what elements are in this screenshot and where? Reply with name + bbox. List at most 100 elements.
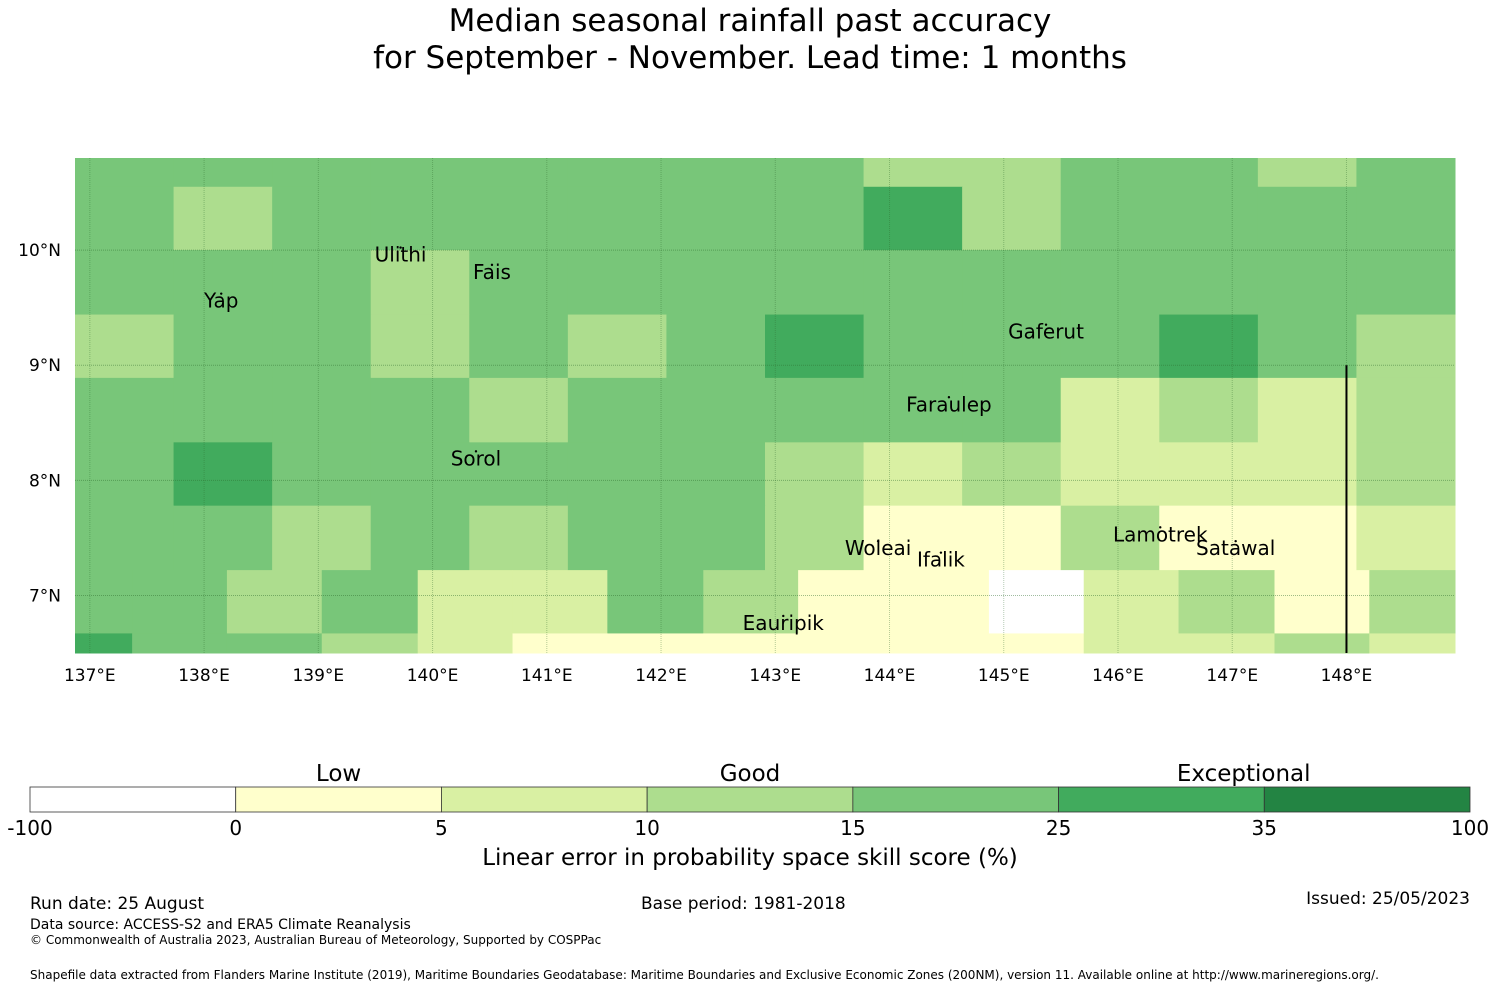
island-marker — [399, 246, 402, 249]
skill-cell — [1159, 250, 1259, 316]
island-marker — [474, 450, 478, 453]
place-label: Yap — [203, 289, 238, 313]
skill-cell — [863, 314, 963, 379]
skill-cell — [417, 570, 514, 634]
longitude-tick-label: 140°E — [407, 666, 459, 686]
skill-cell — [272, 186, 372, 251]
longitude-tick-label: 141°E — [521, 666, 573, 686]
place-label: Ifalik — [917, 548, 965, 572]
skill-cell — [1356, 442, 1456, 507]
skill-cell — [988, 633, 1085, 654]
colorbar-category-labels: Low Good Exceptional — [316, 761, 1311, 787]
skill-cell — [132, 570, 228, 634]
skill-cell — [567, 158, 667, 188]
colorbar-category-label: Good — [720, 761, 781, 787]
skill-cell — [469, 314, 569, 379]
skill-cell — [173, 186, 273, 251]
skill-cell — [863, 250, 963, 316]
skill-grid-cells — [75, 158, 1456, 654]
colorbar-canvas: Low Good Exceptional -100 0 5 10 15 25 35 100 — [7, 761, 1489, 840]
skill-cell — [798, 633, 894, 654]
island-marker — [490, 263, 494, 267]
skill-cell — [765, 250, 865, 316]
skill-cell — [1356, 505, 1456, 571]
skill-cell — [666, 442, 766, 507]
longitude-tick-label: 138°E — [178, 666, 230, 686]
skill-cell — [272, 442, 372, 507]
skill-cell — [765, 314, 865, 379]
skill-cell — [272, 314, 372, 379]
place-label: Lamotrek — [1113, 522, 1208, 546]
skill-cell — [1356, 186, 1456, 251]
skill-cell — [173, 377, 273, 443]
skill-cell — [765, 186, 865, 251]
skill-cell — [666, 158, 766, 188]
island-marker — [939, 551, 943, 554]
skill-cell — [370, 250, 470, 316]
colorbar-tick-labels: -100 0 5 10 15 25 35 100 — [7, 816, 1489, 840]
longitude-tick-label: 146°E — [1092, 666, 1144, 686]
skill-cell — [962, 158, 1062, 188]
longitude-tick-label: 144°E — [864, 666, 916, 686]
island-marker — [947, 396, 951, 399]
place-label: Faraulep — [906, 392, 992, 416]
skill-cell — [1060, 442, 1160, 507]
skill-cell — [567, 442, 667, 507]
colorbar-tick-label: 25 — [1046, 816, 1071, 840]
latitude-tick-label: 10°N — [18, 241, 61, 261]
longitude-tick-label: 143°E — [749, 666, 801, 686]
skill-cell — [765, 442, 865, 507]
skill-cell — [703, 570, 799, 634]
skill-cell — [173, 250, 273, 316]
colorbar-tick-label: 35 — [1252, 816, 1277, 840]
latitude-tick-label: 7°N — [29, 586, 61, 606]
place-labels: Yap Ulithi Fais Gaferut Faraulep Sorol Woleai I… — [203, 243, 1275, 635]
island-marker — [1159, 526, 1162, 529]
skill-cell — [1257, 158, 1357, 188]
colorbar-swatch — [1263, 786, 1471, 813]
island-marker — [782, 614, 785, 618]
latitude-tick-label: 8°N — [29, 471, 61, 491]
skill-cell — [1356, 250, 1456, 316]
place-label: Sorol — [451, 446, 502, 470]
skill-cell — [666, 505, 766, 571]
longitude-tick-label: 148°E — [1321, 666, 1373, 686]
colorbar-swatch — [29, 786, 237, 813]
skill-cell — [567, 186, 667, 251]
skill-cell — [75, 314, 175, 379]
skill-cell — [1369, 633, 1456, 654]
latitude-tick-label: 9°N — [29, 356, 61, 376]
place-label: Woleai — [845, 536, 912, 560]
shapefile-credit: Shapefile data extracted from Flanders M… — [30, 968, 1379, 982]
longitude-tick-label: 139°E — [292, 666, 344, 686]
colorbar-category-label: Low — [316, 761, 361, 787]
issued-date: Issued: 25/05/2023 — [1306, 889, 1470, 909]
skill-cell — [798, 570, 894, 634]
island-marker — [1044, 323, 1048, 326]
colorbar-category-label: Exceptional — [1177, 761, 1311, 787]
skill-cell — [765, 377, 865, 443]
skill-cell — [173, 442, 273, 507]
skill-cell — [75, 250, 175, 316]
skill-cell — [1159, 186, 1259, 251]
skill-cell — [75, 158, 175, 188]
copyright-notice: © Commonwealth of Australia 2023, Austra… — [30, 933, 602, 947]
skill-cell — [469, 158, 569, 188]
skill-cell — [666, 250, 766, 316]
skill-cell — [1060, 314, 1160, 379]
skill-cell — [863, 377, 963, 443]
skill-cell — [272, 158, 372, 188]
skill-cell — [321, 633, 419, 654]
skill-cell — [370, 314, 470, 379]
skill-cell — [765, 158, 865, 188]
place-label: Fais — [473, 260, 511, 284]
skill-cell — [370, 186, 470, 251]
chart-title-line-1: Median seasonal rainfall past accuracy — [448, 3, 1052, 39]
skill-cell — [765, 505, 865, 571]
skill-cell — [1369, 570, 1456, 634]
skill-cell — [962, 250, 1062, 316]
skill-cell — [1257, 186, 1357, 251]
skill-cell — [272, 250, 372, 316]
skill-cell — [173, 505, 273, 571]
skill-cell — [370, 158, 470, 188]
